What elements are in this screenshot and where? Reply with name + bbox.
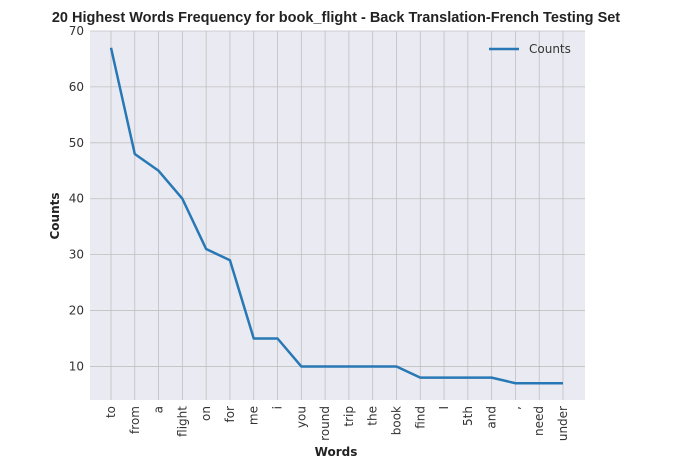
x-tick-label: the: [366, 406, 380, 426]
plot-area: [90, 31, 585, 400]
y-axis-label: Counts: [48, 192, 62, 239]
x-tick-label: ,: [508, 406, 522, 410]
x-tick-label: 5th: [461, 406, 475, 426]
y-tick-label: 40: [69, 192, 84, 206]
x-tick-label: I: [437, 406, 451, 410]
x-tick-label: you: [294, 406, 308, 428]
series-line-counts: [109, 47, 563, 385]
legend: Counts: [489, 42, 571, 56]
legend-label-counts: Counts: [529, 42, 571, 56]
x-tick-label: i: [271, 406, 285, 409]
x-axis-label: Words: [315, 445, 358, 459]
x-tick-label: under: [556, 406, 570, 441]
x-tick-label: book: [389, 406, 403, 435]
x-tick-label: trip: [342, 406, 356, 427]
x-tick-label: from: [128, 406, 142, 434]
y-tick-label: 50: [69, 136, 84, 150]
x-tick-label: round: [318, 406, 332, 441]
y-axis-ticks: 10 20 30 40 50 60 70: [69, 24, 84, 373]
x-tick-label: need: [532, 406, 546, 436]
x-tick-label: for: [223, 406, 237, 423]
x-tick-label: flight: [175, 406, 189, 437]
chart-title: 20 Highest Words Frequency for book_flig…: [52, 10, 620, 26]
x-tick-label: a: [152, 406, 166, 413]
y-tick-label: 10: [69, 359, 84, 373]
x-tick-label: to: [104, 406, 118, 418]
y-tick-label: 30: [69, 248, 84, 262]
y-tick-label: 20: [69, 304, 84, 318]
x-axis-ticks: to from a flight on for me i you round trip the book…: [104, 406, 570, 441]
grid: [90, 30, 585, 400]
x-tick-label: and: [485, 406, 499, 429]
y-tick-label: 60: [69, 80, 84, 94]
x-tick-label: me: [247, 406, 261, 425]
series-layer: [109, 47, 564, 385]
x-tick-label: on: [199, 406, 213, 421]
x-tick-label: find: [413, 406, 427, 429]
y-tick-label: 70: [69, 24, 84, 38]
